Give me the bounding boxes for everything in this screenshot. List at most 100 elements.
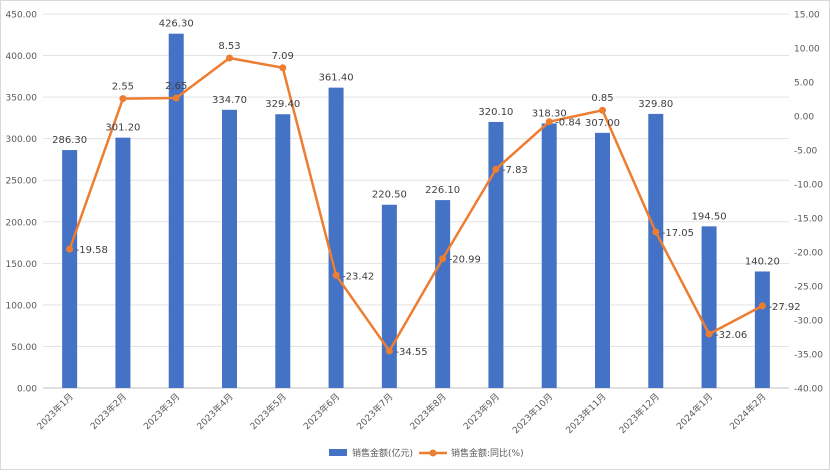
line-point: [279, 64, 287, 72]
x-tick-label: 2023年3月: [141, 391, 182, 432]
bar-series: [62, 33, 770, 389]
line-data-label: 7.09: [272, 51, 294, 62]
legend-swatch-bar: [329, 449, 347, 456]
bar-data-label: 329.40: [265, 99, 300, 110]
y-left-tick-label: 300.00: [6, 135, 38, 145]
legend-label-bar: 销售金额(亿元): [352, 447, 413, 459]
x-tick-label: 2023年9月: [461, 391, 502, 432]
y-right-tick-label: 15.00: [794, 11, 820, 21]
bar-data-label: 226.10: [425, 185, 460, 196]
x-tick-label: 2023年2月: [88, 391, 129, 432]
bar: [541, 123, 557, 388]
bar-data-label: 220.50: [372, 190, 407, 201]
x-tick-label: 2023年1月: [34, 391, 75, 432]
y-axis-left: 0.00 50.00 100.00 150.00 200.00 250.00 300.00 3…: [6, 11, 38, 395]
line-data-label: 2.65: [165, 81, 187, 92]
line-point: [66, 245, 74, 253]
y-left-tick-label: 100.00: [6, 301, 38, 311]
line-point: [332, 271, 340, 279]
bar: [328, 87, 344, 388]
line-data-label: -19.58: [76, 245, 108, 256]
line-point: [172, 94, 180, 102]
line-point: [492, 165, 500, 173]
line-data-label: -17.05: [662, 228, 694, 239]
y-left-tick-label: 350.00: [6, 94, 38, 104]
line-data-label: -7.83: [502, 165, 528, 176]
line-point: [119, 95, 127, 103]
bar: [648, 113, 664, 388]
bar-data-label: 301.20: [105, 123, 140, 134]
y-left-tick-label: 450.00: [6, 11, 38, 21]
x-tick-label: 2023年4月: [194, 391, 235, 432]
y-right-tick-label: 0.00: [794, 113, 814, 123]
bar-data-label: 318.30: [532, 108, 567, 119]
bar-data-label: 361.40: [319, 73, 354, 84]
y-left-tick-label: 200.00: [6, 218, 38, 228]
line-data-label: 2.55: [112, 82, 134, 93]
line-data-label: 8.53: [218, 41, 240, 52]
line-data-label: -32.06: [715, 330, 747, 341]
line-point: [385, 347, 393, 355]
bar: [488, 121, 504, 388]
line-path: [68, 56, 763, 353]
y-left-tick-label: 0.00: [17, 385, 37, 395]
data-labels: 286.30 301.20 426.30 334.70 329.40 361.40 220.…: [52, 19, 800, 358]
y-right-tick-label: 5.00: [794, 79, 814, 89]
bar: [115, 137, 131, 388]
x-tick-label: 2024年2月: [727, 391, 768, 432]
bar-data-label: 307.00: [585, 118, 620, 129]
y-right-tick-label: -20.00: [794, 249, 823, 259]
x-tick-label: 2023年7月: [354, 391, 395, 432]
legend: 销售金额(亿元) 销售金额:同比(%): [329, 447, 524, 459]
x-tick-label: 2023年12月: [616, 391, 662, 437]
line-point: [226, 54, 233, 62]
line-point: [545, 118, 553, 126]
line-data-label: -34.55: [395, 347, 427, 358]
x-tick-label: 2023年8月: [407, 391, 448, 432]
line-point: [652, 228, 660, 236]
bar: [222, 109, 237, 388]
y-right-tick-label: -40.00: [794, 385, 823, 395]
line-data-label: -23.42: [342, 271, 374, 282]
y-right-tick-label: -15.00: [794, 215, 823, 225]
line-point: [599, 106, 606, 114]
bar: [701, 226, 717, 388]
bar: [435, 200, 451, 388]
bar: [595, 132, 610, 388]
y-left-tick-label: 150.00: [6, 260, 38, 270]
x-tick-label: 2023年10月: [510, 391, 556, 437]
y-right-tick-label: -5.00: [794, 147, 818, 157]
bar-data-label: 334.70: [212, 95, 247, 106]
legend-label-line: 销售金额:同比(%): [451, 447, 524, 459]
bar-data-label: 426.30: [159, 19, 194, 30]
bar: [168, 33, 184, 389]
gridlines: [43, 13, 789, 389]
bar: [754, 271, 770, 388]
bar-data-label: 140.20: [745, 256, 780, 267]
line-data-label: 0.85: [591, 93, 613, 104]
x-axis: 2023年1月 2023年2月 2023年3月 2023年4月 2023年5月 2023年…: [34, 391, 768, 437]
y-axis-right: -40.00 -35.00 -30.00 -25.00 -20.00 -15.00 -10.…: [794, 11, 823, 395]
line-point: [758, 302, 766, 310]
y-right-tick-label: -10.00: [794, 181, 823, 191]
y-left-tick-label: 50.00: [11, 343, 37, 353]
legend-marker-line: [429, 449, 437, 457]
x-tick-label: 2023年6月: [301, 391, 342, 432]
y-right-tick-label: -30.00: [794, 317, 823, 327]
bar: [62, 150, 78, 388]
y-left-tick-label: 250.00: [6, 177, 38, 187]
line-data-label: -20.99: [449, 255, 481, 266]
x-tick-label: 2023年5月: [247, 391, 288, 432]
y-right-tick-label: -25.00: [794, 283, 823, 293]
line-data-label: -27.92: [768, 302, 800, 313]
y-right-tick-label: -35.00: [794, 351, 823, 361]
x-tick-label: 2023年11月: [563, 391, 609, 437]
line-point: [439, 255, 447, 263]
bar: [275, 114, 291, 389]
y-right-tick-label: 10.00: [794, 45, 820, 55]
line-data-label: -0.84: [555, 118, 581, 129]
line-point: [705, 330, 713, 338]
bar-data-label: 194.50: [692, 211, 727, 222]
